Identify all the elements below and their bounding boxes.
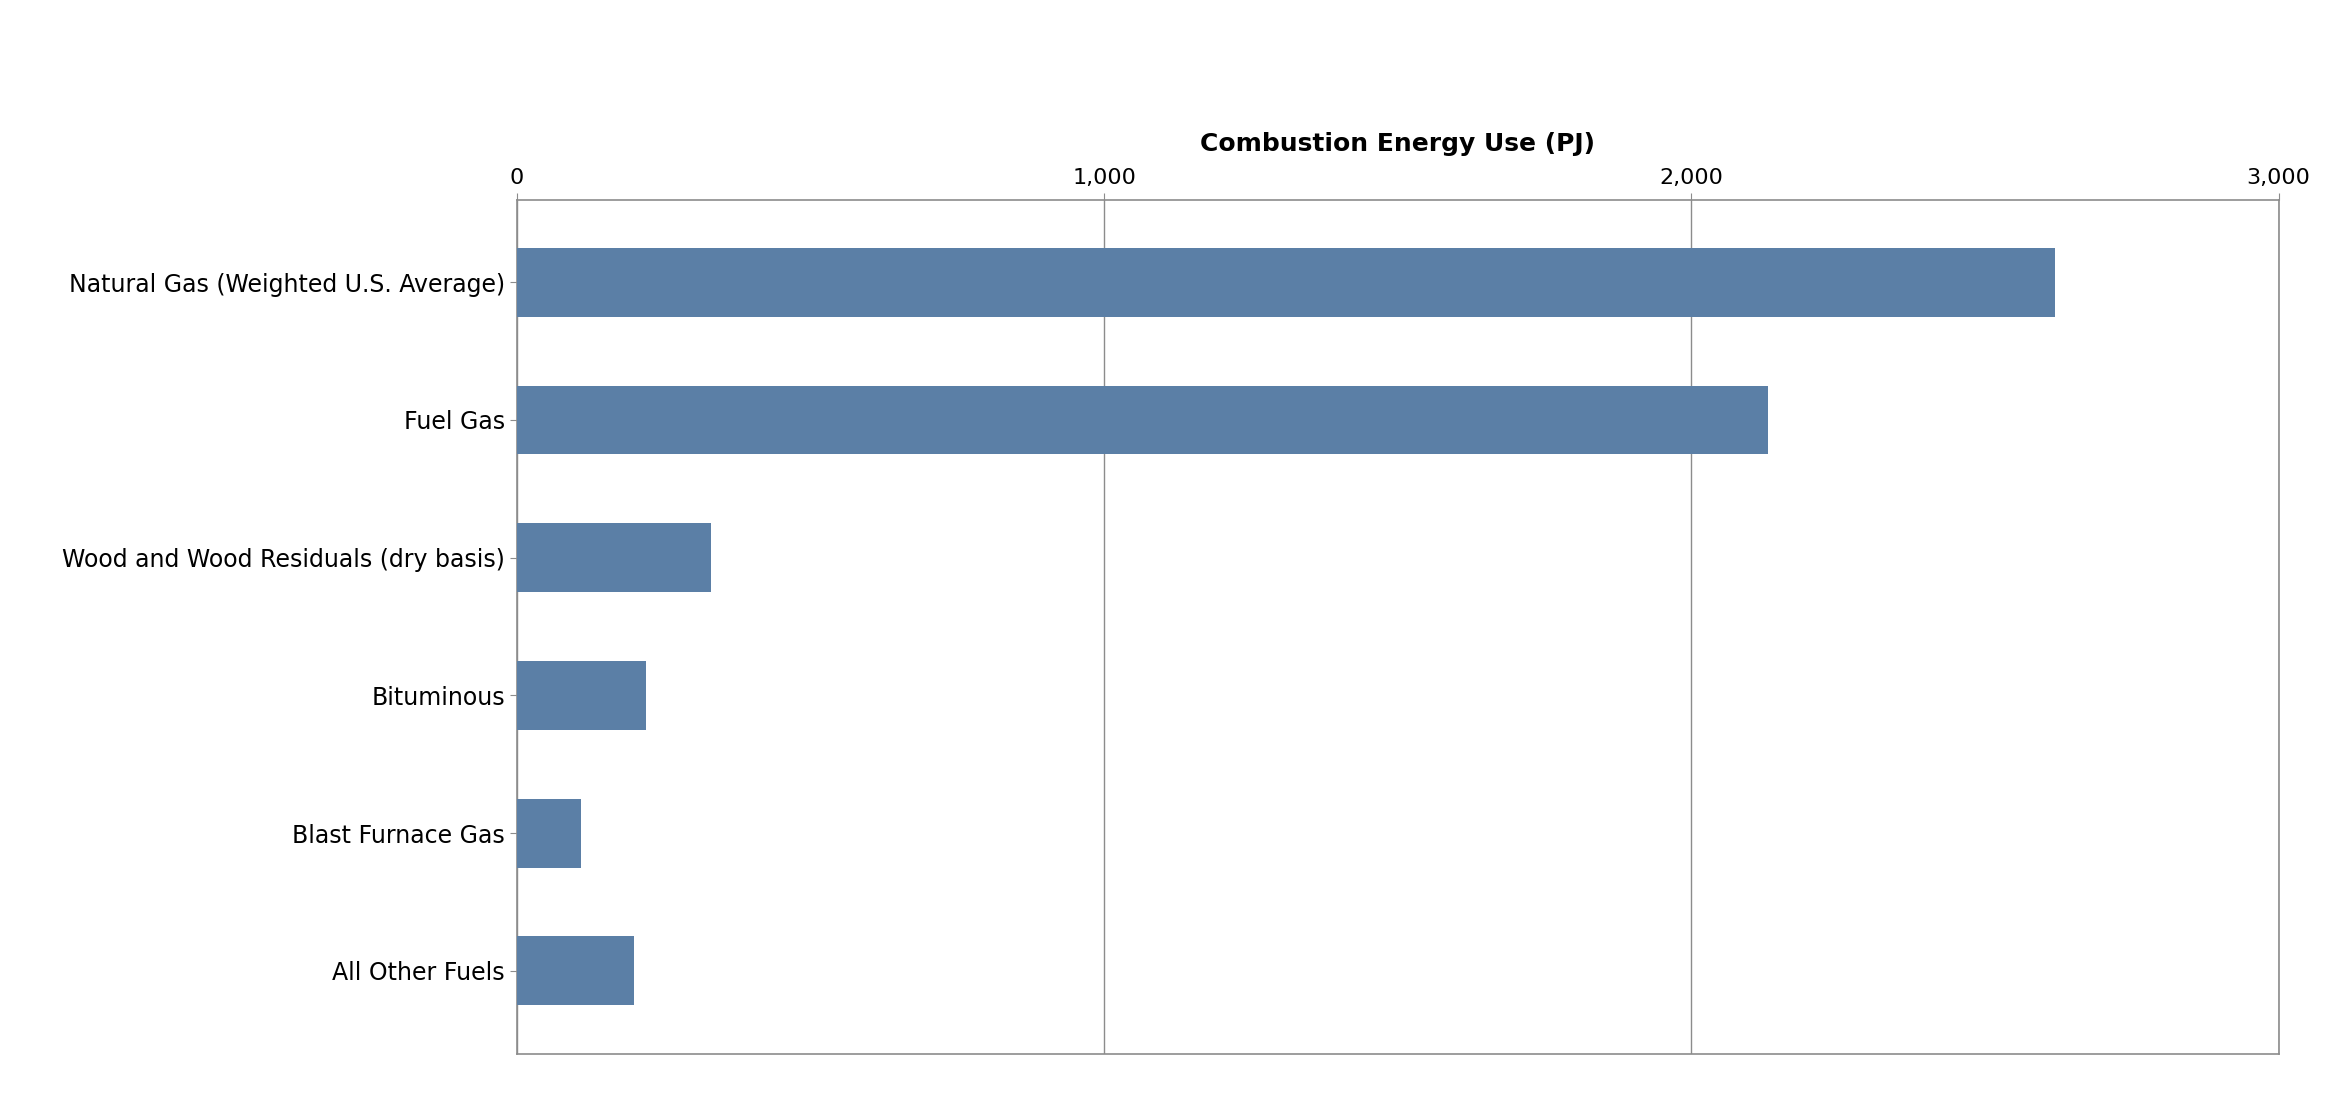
- Bar: [517, 523, 709, 592]
- Bar: [517, 247, 2055, 317]
- Bar: [517, 936, 634, 1006]
- X-axis label: Combustion Energy Use (PJ): Combustion Energy Use (PJ): [1200, 132, 1595, 156]
- Bar: [517, 798, 580, 867]
- Bar: [517, 661, 646, 730]
- Bar: [517, 386, 1766, 455]
